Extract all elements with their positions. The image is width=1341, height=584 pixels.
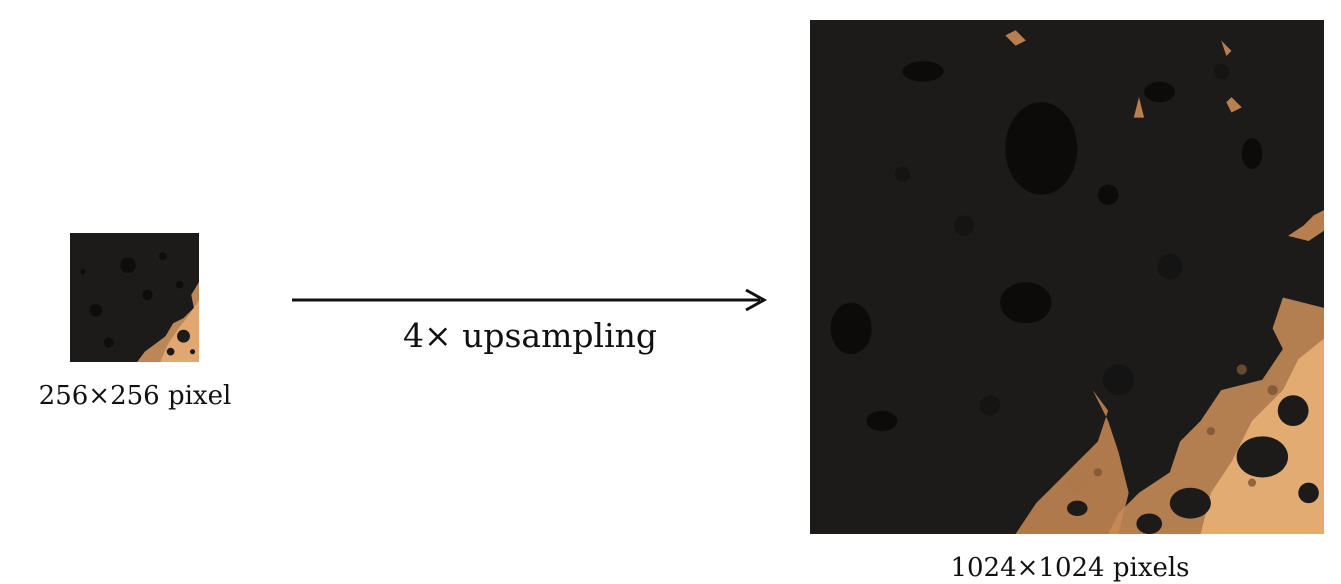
output-image <box>810 20 1324 534</box>
upsampling-label: 4× upsampling <box>402 316 658 355</box>
output-size-label: 1024×1024 pixels <box>950 553 1190 583</box>
input-size-label: 256×256 pixel <box>38 381 232 411</box>
input-micrograph-graphic <box>70 233 199 362</box>
right-arrow-icon <box>292 288 768 312</box>
input-image <box>70 233 199 362</box>
output-micrograph-graphic <box>810 20 1324 534</box>
